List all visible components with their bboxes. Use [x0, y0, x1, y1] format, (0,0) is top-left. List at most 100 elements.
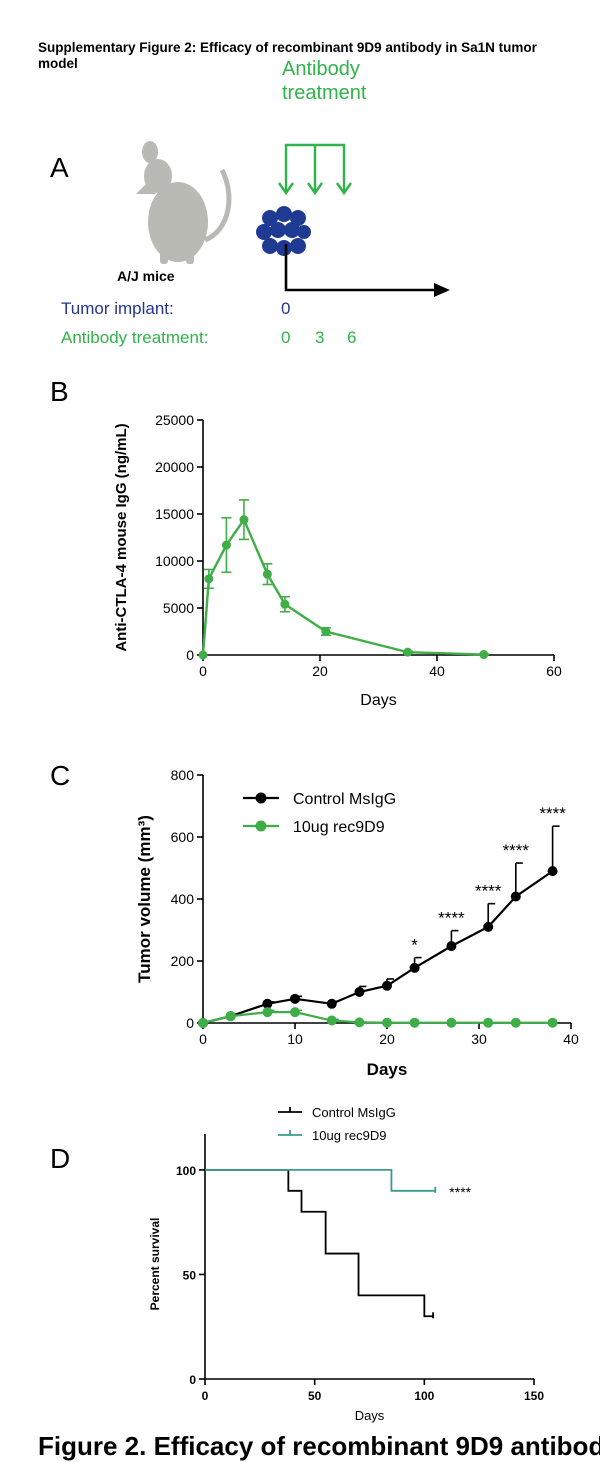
- y-tick-label: 10000: [155, 553, 194, 569]
- y-tick-label: 50: [183, 1268, 197, 1282]
- data-point: [262, 569, 272, 579]
- treatment-arrows: [278, 143, 352, 196]
- data-point: [262, 1007, 273, 1018]
- significance-mark: ****: [449, 1184, 471, 1200]
- legend-label: Control MsIgG: [293, 791, 396, 808]
- y-tick-label: 200: [171, 953, 195, 969]
- data-point: [483, 921, 494, 932]
- treatment-heading: Antibody treatment: [282, 58, 367, 104]
- x-axis-label: Days: [355, 1408, 385, 1423]
- data-point: [403, 647, 413, 657]
- treatment-day-2: 3: [315, 328, 325, 347]
- panel-letter-c: C: [50, 760, 71, 791]
- mouse-strain-label: A/J mice: [117, 268, 175, 284]
- data-point: [510, 891, 521, 902]
- x-tick-label: 30: [471, 1031, 487, 1047]
- y-tick-label: 0: [186, 1015, 194, 1031]
- x-tick-label: 20: [379, 1031, 395, 1047]
- y-axis-label: Percent survival: [148, 1218, 162, 1311]
- survival-curve-0: [205, 1169, 434, 1318]
- data-point: [446, 1017, 457, 1028]
- x-tick-label: 40: [429, 663, 445, 679]
- antibody-treatment-label: Antibody treatment:: [61, 328, 209, 347]
- y-tick-label: 5000: [163, 600, 194, 616]
- legend-label: 10ug rec9D9: [293, 819, 385, 836]
- significance-mark: ****: [475, 882, 502, 901]
- treatment-day-3: 6: [347, 328, 357, 347]
- y-tick-label: 20000: [155, 459, 194, 475]
- data-point: [547, 866, 558, 877]
- x-axis-label: Days: [367, 1060, 408, 1079]
- data-point: [409, 962, 420, 973]
- panel-letter-d: D: [50, 1143, 71, 1174]
- legend-marker: [255, 820, 267, 832]
- series-line-0: [202, 870, 554, 1025]
- data-point: [354, 987, 365, 997]
- tumor-icon: [256, 206, 311, 256]
- data-point: [290, 1007, 300, 1018]
- data-point: [547, 1017, 558, 1028]
- x-tick-label: 10: [287, 1031, 303, 1047]
- significance-mark: ****: [503, 841, 530, 860]
- x-tick-label: 0: [199, 663, 207, 679]
- y-tick-label: 0: [186, 647, 194, 663]
- y-tick-label: 400: [171, 891, 195, 907]
- data-point: [382, 980, 392, 991]
- data-point: [280, 599, 290, 609]
- data-point: [483, 1017, 494, 1028]
- panel-letter-a: A: [50, 152, 69, 183]
- data-point: [321, 627, 331, 636]
- x-tick-label: 150: [524, 1389, 544, 1403]
- y-tick-label: 25000: [155, 412, 194, 428]
- y-tick-label: 100: [176, 1164, 196, 1178]
- y-tick-label: 15000: [155, 506, 194, 522]
- data-point: [262, 998, 273, 1009]
- legend-label: Control MsIgG: [312, 1105, 396, 1120]
- data-point: [382, 1017, 392, 1028]
- x-tick-label: 40: [563, 1031, 579, 1047]
- data-point: [326, 1015, 337, 1026]
- y-axis-label: Tumor volume (mm³): [135, 815, 154, 983]
- data-point: [198, 1018, 208, 1028]
- x-tick-label: 50: [308, 1389, 322, 1403]
- data-point: [225, 1011, 236, 1022]
- legend-label: 10ug rec9D9: [312, 1128, 386, 1143]
- significance-mark: ****: [438, 909, 465, 928]
- data-point: [354, 1017, 365, 1028]
- panel-letter-b: B: [50, 376, 69, 407]
- x-tick-label: 0: [202, 1389, 209, 1403]
- tumor-implant-label: Tumor implant:: [61, 299, 174, 318]
- data-point: [239, 515, 249, 525]
- figure-caption-cut: Figure 2. Efficacy of recombinant 9D9 an…: [38, 1431, 600, 1461]
- survival-curve-1: [205, 1169, 436, 1192]
- x-axis-label: Days: [360, 692, 396, 709]
- data-point: [409, 1017, 420, 1028]
- x-tick-label: 20: [312, 663, 328, 679]
- data-point: [221, 540, 231, 550]
- data-point: [479, 650, 489, 660]
- data-point: [198, 650, 208, 660]
- y-tick-label: 800: [171, 767, 195, 783]
- x-tick-label: 60: [546, 663, 562, 679]
- timeline-arrow: [284, 244, 450, 297]
- significance-mark: *: [411, 936, 418, 955]
- figure-title: Supplementary Figure 2: Efficacy of reco…: [38, 40, 537, 71]
- data-point: [290, 993, 300, 1004]
- x-tick-label: 0: [199, 1031, 207, 1047]
- data-point: [204, 574, 214, 584]
- mouse-icon: [136, 141, 232, 264]
- data-point: [326, 998, 337, 1009]
- y-axis-label: Anti-CTLA-4 mouse IgG (ng/mL): [113, 423, 130, 651]
- legend-marker: [255, 792, 267, 804]
- data-point: [510, 1017, 521, 1028]
- x-tick-label: 100: [414, 1389, 434, 1403]
- tumor-implant-day: 0: [281, 299, 291, 318]
- data-point: [446, 941, 457, 952]
- significance-mark: ****: [539, 804, 566, 823]
- y-tick-label: 600: [171, 829, 195, 845]
- treatment-day-1: 0: [281, 328, 291, 347]
